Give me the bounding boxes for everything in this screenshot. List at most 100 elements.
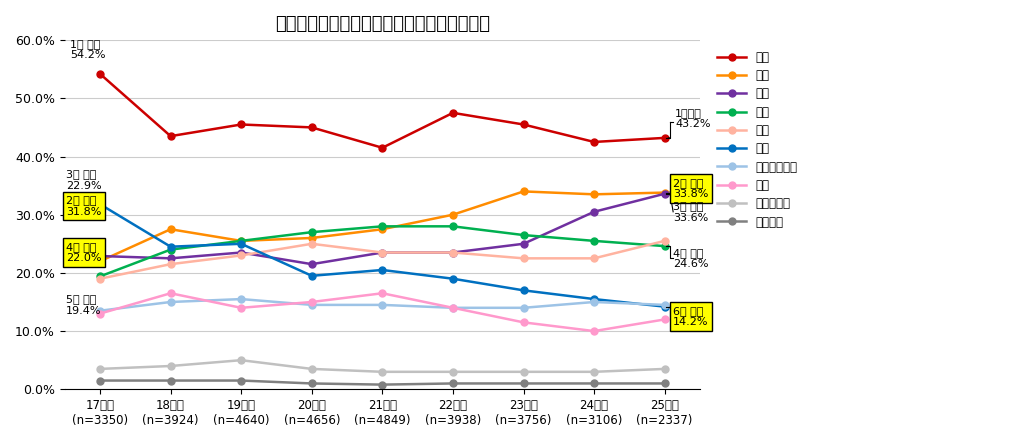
遊び・息抜き bbox=[376, 302, 388, 308]
友情 bbox=[376, 224, 388, 229]
恋愛 bbox=[446, 305, 459, 310]
恋愛 bbox=[165, 290, 177, 296]
家族 bbox=[446, 110, 459, 115]
周りの評価 bbox=[94, 366, 106, 372]
お金 bbox=[376, 250, 388, 255]
Text: 1位 家族
54.2%: 1位 家族 54.2% bbox=[71, 39, 105, 61]
周りの評価 bbox=[446, 369, 459, 374]
趣味 bbox=[236, 250, 248, 255]
恋愛 bbox=[517, 320, 529, 325]
お金 bbox=[305, 241, 317, 247]
恋愛 bbox=[305, 299, 317, 305]
お金 bbox=[658, 238, 671, 244]
家族 bbox=[305, 125, 317, 130]
仕事 bbox=[658, 304, 671, 309]
友情 bbox=[658, 244, 671, 249]
家族 bbox=[376, 145, 388, 150]
Line: 友情: 友情 bbox=[96, 223, 668, 280]
Line: 遊び・息抜き: 遊び・息抜き bbox=[96, 296, 668, 314]
遊び・息抜き bbox=[165, 299, 177, 305]
仕事 bbox=[588, 297, 600, 302]
趣味 bbox=[517, 241, 529, 247]
友情 bbox=[305, 229, 317, 235]
友情 bbox=[446, 224, 459, 229]
家族 bbox=[588, 139, 600, 145]
仕事 bbox=[236, 241, 248, 247]
プライド bbox=[376, 382, 388, 387]
プライド bbox=[517, 381, 529, 386]
お金 bbox=[588, 255, 600, 261]
Text: 3位 趣味
33.6%: 3位 趣味 33.6% bbox=[673, 201, 709, 223]
Text: 2位 仕事
31.8%: 2位 仕事 31.8% bbox=[67, 195, 101, 217]
家族 bbox=[517, 122, 529, 127]
趣味 bbox=[94, 253, 106, 259]
プライド bbox=[165, 378, 177, 383]
友情 bbox=[588, 238, 600, 244]
趣味 bbox=[305, 262, 317, 267]
趣味 bbox=[446, 250, 459, 255]
プライド bbox=[305, 381, 317, 386]
お金 bbox=[165, 262, 177, 267]
仕事 bbox=[517, 288, 529, 293]
Title: 人生において優先度の高いもの（２つ選択）: 人生において優先度の高いもの（２つ選択） bbox=[274, 15, 489, 33]
Text: 6位 仕事
14.2%: 6位 仕事 14.2% bbox=[673, 306, 709, 328]
Line: プライド: プライド bbox=[96, 377, 668, 388]
周りの評価 bbox=[376, 369, 388, 374]
周りの評価 bbox=[236, 358, 248, 363]
遊び・息抜き bbox=[305, 302, 317, 308]
仕事 bbox=[165, 244, 177, 249]
Text: 4位 友情
24.6%: 4位 友情 24.6% bbox=[673, 248, 709, 269]
プライド bbox=[658, 381, 671, 386]
仕事 bbox=[305, 273, 317, 278]
自分 bbox=[236, 238, 248, 244]
家族 bbox=[165, 133, 177, 139]
Text: 2位 自分
33.8%: 2位 自分 33.8% bbox=[673, 178, 709, 199]
周りの評価 bbox=[588, 369, 600, 374]
遊び・息抜き bbox=[517, 305, 529, 310]
プライド bbox=[94, 378, 106, 383]
プライド bbox=[588, 381, 600, 386]
Line: 周りの評価: 周りの評価 bbox=[96, 357, 668, 375]
Line: 恋愛: 恋愛 bbox=[96, 290, 668, 335]
家族 bbox=[658, 135, 671, 141]
恋愛 bbox=[94, 311, 106, 316]
Line: お金: お金 bbox=[96, 237, 668, 282]
自分 bbox=[165, 227, 177, 232]
プライド bbox=[236, 378, 248, 383]
Text: 1位家族
43.2%: 1位家族 43.2% bbox=[675, 108, 711, 130]
仕事 bbox=[376, 267, 388, 273]
自分 bbox=[305, 235, 317, 240]
遊び・息抜き bbox=[446, 305, 459, 310]
趣味 bbox=[376, 250, 388, 255]
趣味 bbox=[658, 191, 671, 196]
仕事 bbox=[446, 276, 459, 282]
恋愛 bbox=[588, 328, 600, 334]
お金 bbox=[446, 250, 459, 255]
Line: 家族: 家族 bbox=[96, 70, 668, 151]
遊び・息抜き bbox=[236, 297, 248, 302]
友情 bbox=[236, 238, 248, 244]
Line: 趣味: 趣味 bbox=[96, 190, 668, 268]
自分 bbox=[94, 259, 106, 264]
周りの評価 bbox=[517, 369, 529, 374]
Line: 仕事: 仕事 bbox=[96, 201, 668, 310]
Line: 自分: 自分 bbox=[96, 188, 668, 265]
Text: 3位 趣味
22.9%: 3位 趣味 22.9% bbox=[67, 169, 101, 191]
恋愛 bbox=[658, 317, 671, 322]
自分 bbox=[446, 212, 459, 217]
仕事 bbox=[94, 202, 106, 207]
家族 bbox=[236, 122, 248, 127]
自分 bbox=[658, 190, 671, 195]
自分 bbox=[517, 189, 529, 194]
周りの評価 bbox=[305, 366, 317, 372]
お金 bbox=[94, 276, 106, 282]
友情 bbox=[517, 232, 529, 238]
周りの評価 bbox=[165, 363, 177, 369]
家族 bbox=[94, 71, 106, 76]
お金 bbox=[517, 255, 529, 261]
友情 bbox=[165, 247, 177, 252]
友情 bbox=[94, 274, 106, 279]
遊び・息抜き bbox=[94, 308, 106, 313]
お金 bbox=[236, 253, 248, 258]
Legend: 家族, 自分, 趣味, 友情, お金, 仕事, 遊び・息抜き, 恋愛, 周りの評価, プライド: 家族, 自分, 趣味, 友情, お金, 仕事, 遊び・息抜き, 恋愛, 周りの評… bbox=[713, 46, 803, 233]
